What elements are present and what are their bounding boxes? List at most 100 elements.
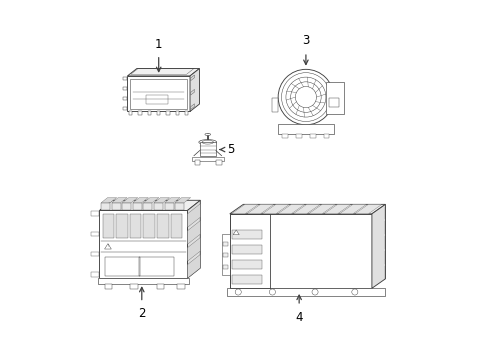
Polygon shape <box>230 214 372 288</box>
Polygon shape <box>293 204 320 214</box>
Bar <box>278 124 334 134</box>
Bar <box>166 112 170 115</box>
Text: 1: 1 <box>155 38 163 51</box>
Bar <box>130 78 187 109</box>
Bar <box>199 142 216 156</box>
Polygon shape <box>188 204 200 228</box>
Bar <box>165 203 173 210</box>
Polygon shape <box>112 198 127 203</box>
Polygon shape <box>127 68 199 76</box>
Bar <box>91 211 99 216</box>
Bar <box>130 214 142 238</box>
Polygon shape <box>127 76 190 112</box>
Bar <box>175 112 179 115</box>
Bar <box>329 98 339 107</box>
Bar <box>117 214 128 238</box>
Bar <box>192 157 224 161</box>
Polygon shape <box>233 230 239 235</box>
Polygon shape <box>372 204 386 288</box>
Bar <box>157 112 160 115</box>
Circle shape <box>270 289 275 295</box>
Polygon shape <box>188 200 200 278</box>
Polygon shape <box>175 198 191 203</box>
Polygon shape <box>165 198 180 203</box>
Bar <box>133 203 142 210</box>
Bar <box>123 87 127 90</box>
Bar <box>144 203 152 210</box>
Bar <box>185 112 188 115</box>
Bar <box>91 232 99 236</box>
Bar <box>129 112 132 115</box>
Bar <box>232 230 262 239</box>
Polygon shape <box>340 204 367 214</box>
Bar <box>104 257 140 276</box>
Bar <box>282 134 288 138</box>
Bar <box>230 214 270 288</box>
Bar <box>157 214 169 238</box>
Polygon shape <box>278 204 305 214</box>
Text: 3: 3 <box>302 34 310 48</box>
Circle shape <box>278 69 334 125</box>
Bar <box>177 284 185 289</box>
Polygon shape <box>262 204 290 214</box>
Polygon shape <box>188 221 200 244</box>
Bar <box>123 107 127 110</box>
Polygon shape <box>355 204 382 214</box>
Polygon shape <box>133 198 148 203</box>
Bar <box>326 82 344 114</box>
Circle shape <box>235 289 241 295</box>
Bar <box>104 284 112 289</box>
Polygon shape <box>309 204 336 214</box>
Polygon shape <box>154 198 170 203</box>
Polygon shape <box>191 104 195 109</box>
Bar <box>138 112 142 115</box>
Bar <box>101 203 110 210</box>
Polygon shape <box>191 89 195 95</box>
Polygon shape <box>190 68 199 112</box>
Polygon shape <box>104 244 111 249</box>
Bar <box>91 252 99 256</box>
Polygon shape <box>188 238 200 261</box>
Bar <box>232 245 262 254</box>
Bar <box>130 284 138 289</box>
Text: 4: 4 <box>295 311 303 324</box>
Polygon shape <box>99 211 188 278</box>
Polygon shape <box>99 200 200 211</box>
Bar <box>223 253 228 257</box>
Bar <box>310 134 316 138</box>
Polygon shape <box>230 204 386 214</box>
Bar <box>232 275 262 284</box>
Bar <box>222 234 230 275</box>
Bar <box>146 95 168 104</box>
Polygon shape <box>101 198 117 203</box>
Circle shape <box>352 289 358 295</box>
Ellipse shape <box>205 134 211 135</box>
Bar <box>216 160 221 165</box>
Ellipse shape <box>199 140 217 145</box>
Polygon shape <box>191 75 195 81</box>
Bar <box>296 134 302 138</box>
Polygon shape <box>247 204 274 214</box>
Bar <box>123 97 127 100</box>
Bar <box>123 77 127 80</box>
Polygon shape <box>144 198 159 203</box>
Text: !: ! <box>107 244 109 248</box>
Bar <box>112 203 121 210</box>
Bar <box>232 260 262 269</box>
Bar <box>227 288 386 296</box>
Polygon shape <box>188 255 200 278</box>
Polygon shape <box>231 204 259 214</box>
Polygon shape <box>324 204 351 214</box>
Bar <box>157 284 164 289</box>
Bar <box>175 203 184 210</box>
Text: 2: 2 <box>138 307 146 320</box>
Bar <box>98 278 189 284</box>
Text: 5: 5 <box>227 143 235 156</box>
Bar <box>195 160 200 165</box>
Bar <box>103 214 114 238</box>
Bar <box>122 203 131 210</box>
Bar <box>91 273 99 277</box>
Bar <box>272 99 278 112</box>
Bar <box>154 203 163 210</box>
Bar <box>171 214 182 238</box>
